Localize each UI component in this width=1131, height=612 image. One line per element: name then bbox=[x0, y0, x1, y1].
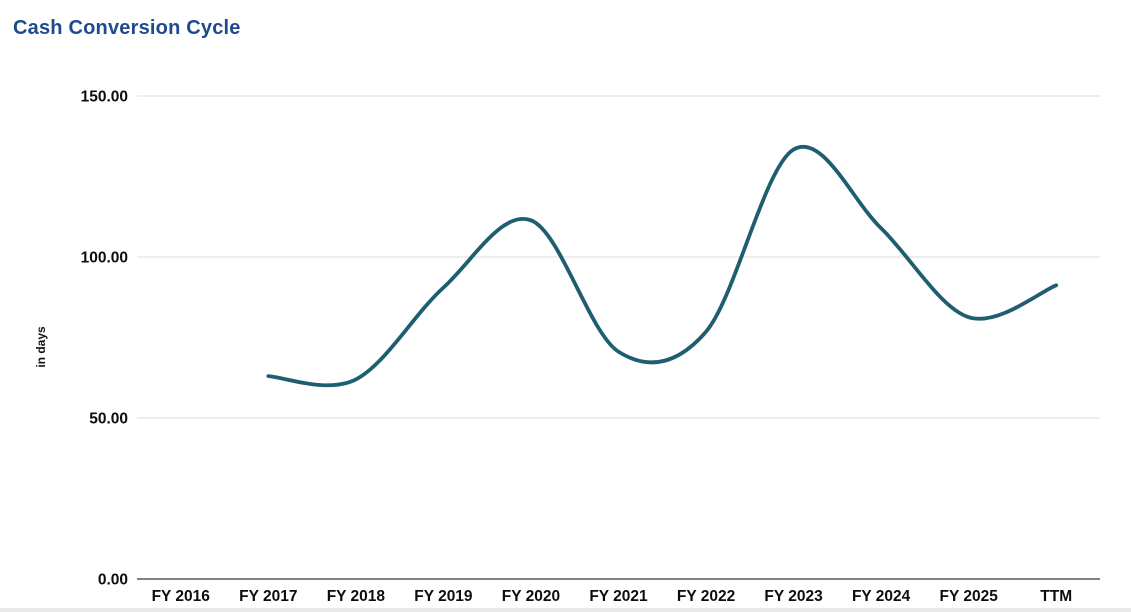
x-axis-label: FY 2024 bbox=[852, 588, 911, 605]
x-axis-label: FY 2018 bbox=[327, 588, 386, 605]
bottom-edge-strip bbox=[0, 608, 1131, 612]
y-tick-label: 50.00 bbox=[89, 411, 128, 428]
chart-title: Cash Conversion Cycle bbox=[13, 17, 241, 39]
x-axis-label: FY 2020 bbox=[502, 588, 560, 605]
series-line bbox=[266, 145, 1059, 388]
x-axis-label: TTM bbox=[1040, 588, 1072, 605]
y-tick-label: 0.00 bbox=[98, 572, 128, 589]
y-tick-label: 150.00 bbox=[81, 89, 128, 106]
y-tick-label: 100.00 bbox=[81, 250, 128, 267]
x-axis-label: FY 2017 bbox=[239, 588, 297, 605]
x-axis-label: FY 2025 bbox=[940, 588, 999, 605]
x-axis-label: FY 2021 bbox=[589, 588, 648, 605]
x-axis-label: FY 2022 bbox=[677, 588, 735, 605]
x-axis-label: FY 2023 bbox=[764, 588, 823, 605]
x-axis-label: FY 2019 bbox=[414, 588, 473, 605]
x-axis-label: FY 2016 bbox=[152, 588, 211, 605]
